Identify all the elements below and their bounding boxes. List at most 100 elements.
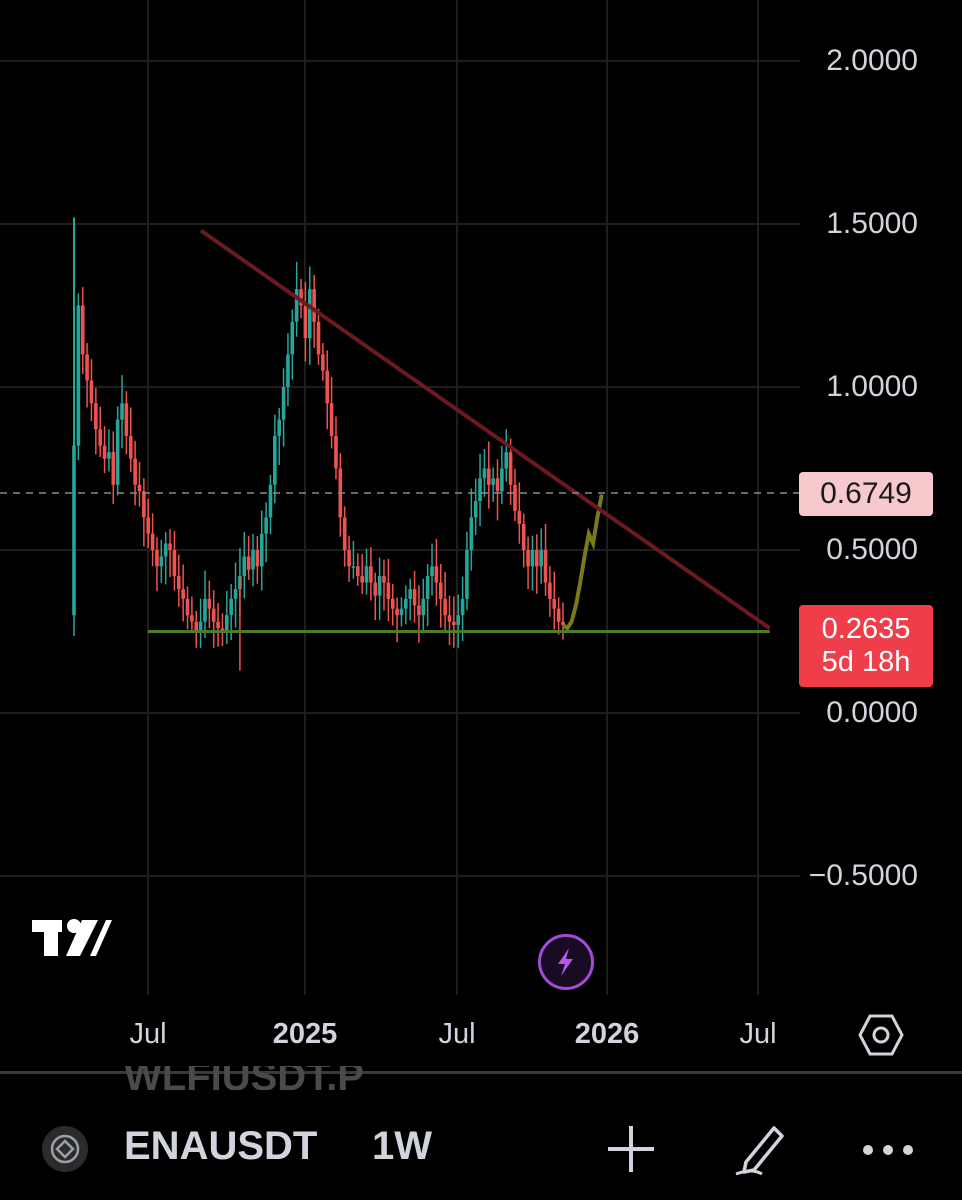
candle-body: [334, 435, 338, 469]
interval-button[interactable]: 1W: [372, 1124, 432, 1168]
price-tick-label: 2.0000: [826, 44, 918, 77]
candle-body: [369, 566, 373, 583]
candle-body: [286, 354, 290, 387]
candle-body: [316, 321, 321, 355]
price-tick-label: −0.5000: [808, 859, 918, 892]
candle-body: [159, 556, 164, 567]
resistance-trendline: [199, 228, 771, 630]
candle-body: [469, 517, 474, 550]
candle-body: [373, 582, 378, 596]
candle-body: [273, 435, 277, 485]
time-tick-label: 2025: [272, 1018, 338, 1050]
more-dots-icon[interactable]: [858, 1130, 918, 1170]
candle-body: [513, 484, 517, 511]
candle-body: [347, 550, 351, 567]
previous-symbol-text: WLFIUSDT.P: [124, 1066, 364, 1090]
candle-body: [299, 289, 303, 306]
candle-body: [539, 550, 543, 567]
candle-body: [268, 484, 273, 518]
candle-body: [107, 452, 111, 459]
candle-body: [216, 621, 220, 629]
candle-body: [556, 608, 561, 622]
price-chart[interactable]: [0, 0, 962, 1070]
settings-hexagon-icon[interactable]: [858, 1012, 904, 1058]
chart-area[interactable]: 2.0000 1.5000 1.0000 0.5000 0.0000 −0.5000 Ju…: [0, 0, 962, 1070]
candle-body: [85, 354, 89, 381]
candle-body: [264, 517, 268, 534]
candle-body: [404, 598, 408, 609]
candle-body: [111, 452, 116, 485]
candle-body: [251, 550, 255, 570]
candle-body: [495, 478, 500, 492]
candle-body: [89, 380, 94, 404]
candle-body: [456, 615, 461, 625]
candle-body: [303, 305, 308, 339]
price-tick-label: 0.5000: [826, 533, 918, 566]
candle-body: [94, 403, 98, 430]
candle-body: [561, 621, 565, 625]
candle-body: [364, 566, 369, 583]
candle-body: [390, 598, 395, 609]
candle-body: [277, 419, 282, 436]
candle-body: [207, 598, 212, 609]
candle-body: [500, 468, 504, 492]
candle-body: [203, 598, 207, 622]
candle-body: [246, 556, 251, 570]
candle-body: [526, 550, 530, 567]
candle-body: [535, 550, 539, 567]
candle-body: [473, 501, 478, 518]
candle-body: [259, 533, 264, 567]
projection-line: [561, 494, 604, 632]
candle-body: [548, 582, 552, 599]
candle-body: [80, 305, 85, 355]
candle-body: [185, 598, 190, 616]
time-tick-label: Jul: [739, 1018, 777, 1050]
lightning-icon[interactable]: [538, 934, 594, 990]
candle-body: [355, 566, 360, 577]
symbol-button[interactable]: ENAUSDT: [124, 1124, 318, 1168]
candle-body: [430, 566, 434, 577]
candle-body: [146, 517, 151, 534]
last-price-badge: 0.6749: [799, 472, 933, 516]
candle-body: [351, 566, 356, 568]
candle-body: [342, 517, 347, 550]
candle-body: [150, 533, 155, 550]
price-tick-label: 1.5000: [826, 207, 918, 240]
candle-body: [408, 589, 412, 599]
candle-body: [434, 566, 439, 583]
time-tick-label: Jul: [438, 1018, 476, 1050]
candle-body: [504, 452, 509, 469]
candle-body: [211, 608, 216, 622]
candle-body: [438, 582, 443, 599]
candle-body: [176, 576, 181, 590]
candle-body: [181, 589, 185, 599]
current-price-value: 0.2635: [821, 613, 911, 645]
plus-icon[interactable]: [604, 1122, 658, 1176]
candle-body: [198, 621, 203, 632]
candle-body: [321, 354, 325, 371]
candle-body: [76, 305, 81, 446]
candle-body: [377, 576, 382, 596]
candle-body: [98, 429, 102, 446]
candle-body: [399, 608, 404, 616]
candle-body: [517, 510, 522, 524]
candle-body: [255, 550, 260, 567]
candle-body: [137, 484, 142, 492]
candle-body: [168, 543, 172, 550]
candle-body: [190, 615, 194, 622]
time-tick-label: 2026: [574, 1018, 640, 1050]
candle-body: [128, 435, 133, 459]
candle-body: [312, 289, 316, 322]
candle-body: [412, 589, 417, 606]
candle-body: [530, 550, 535, 567]
candle-body: [115, 419, 120, 485]
candle-body: [382, 576, 386, 583]
pencil-icon[interactable]: [732, 1118, 792, 1178]
candle-body: [452, 621, 456, 625]
candle-body: [508, 452, 513, 485]
candle-body: [443, 598, 447, 616]
candle-body: [360, 576, 364, 583]
exchange-icon[interactable]: [42, 1126, 88, 1172]
candle-body: [120, 403, 124, 420]
candle-body: [229, 598, 233, 616]
